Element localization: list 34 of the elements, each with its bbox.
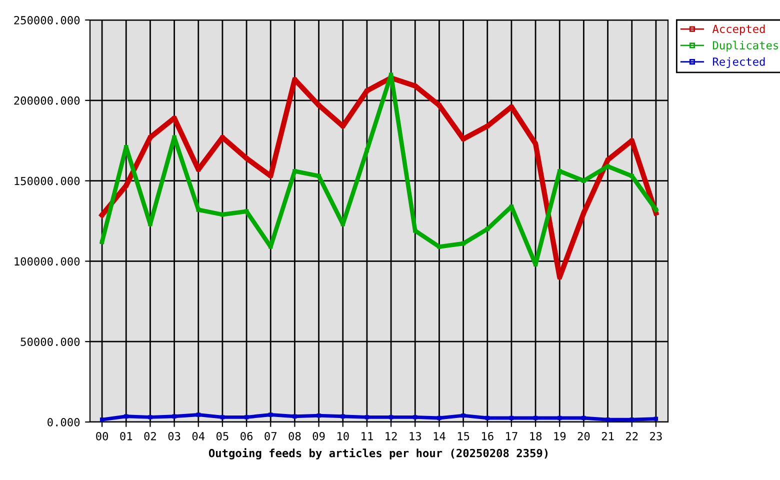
x-tick-label: 22 (626, 432, 638, 440)
x-tick-label: 23 (650, 432, 662, 440)
x-tick-label: 21 (602, 432, 614, 440)
y-tick-label: 0.000 (48, 418, 80, 426)
x-tick-label: 04 (192, 432, 205, 440)
x-tick-label: 20 (578, 432, 590, 440)
x-tick-label: 09 (312, 432, 325, 440)
x-tick-label: 18 (530, 432, 542, 440)
x-tick-label: 14 (434, 432, 446, 440)
x-tick-label: 16 (482, 432, 494, 440)
legend-label: Rejected (713, 57, 765, 68)
x-tick-label: 00 (96, 432, 108, 440)
y-tick-label: 150000.000 (14, 176, 80, 186)
x-tick-label: 11 (362, 432, 373, 440)
x-tick-label: 06 (240, 432, 253, 440)
y-tick-label: 50000.000 (20, 338, 80, 346)
x-tick-label: 08 (288, 432, 301, 440)
x-tick-label: 17 (506, 432, 518, 440)
x-tick-label: 15 (458, 432, 470, 440)
y-tick-label: 250000.000 (14, 16, 80, 24)
x-tick-label: 07 (264, 432, 276, 440)
x-tick-label: 10 (338, 432, 349, 440)
x-tick-label: 03 (168, 432, 180, 440)
x-tick-label: 13 (410, 432, 421, 440)
x-tick-label: 05 (216, 432, 228, 440)
y-tick-label: 100000.000 (14, 257, 80, 266)
x-axis-title: Outgoing feeds by articles per hour (20250208 2359) (208, 448, 548, 460)
y-tick-label: 200000.000 (14, 96, 80, 105)
x-tick-label: 19 (554, 432, 566, 440)
x-tick-label: 12 (386, 432, 397, 440)
legend-label: Duplicates (712, 40, 778, 52)
legend-label: Accepted (712, 24, 765, 36)
x-tick-label: 01 (120, 432, 132, 440)
x-tick-label: 02 (144, 432, 156, 440)
